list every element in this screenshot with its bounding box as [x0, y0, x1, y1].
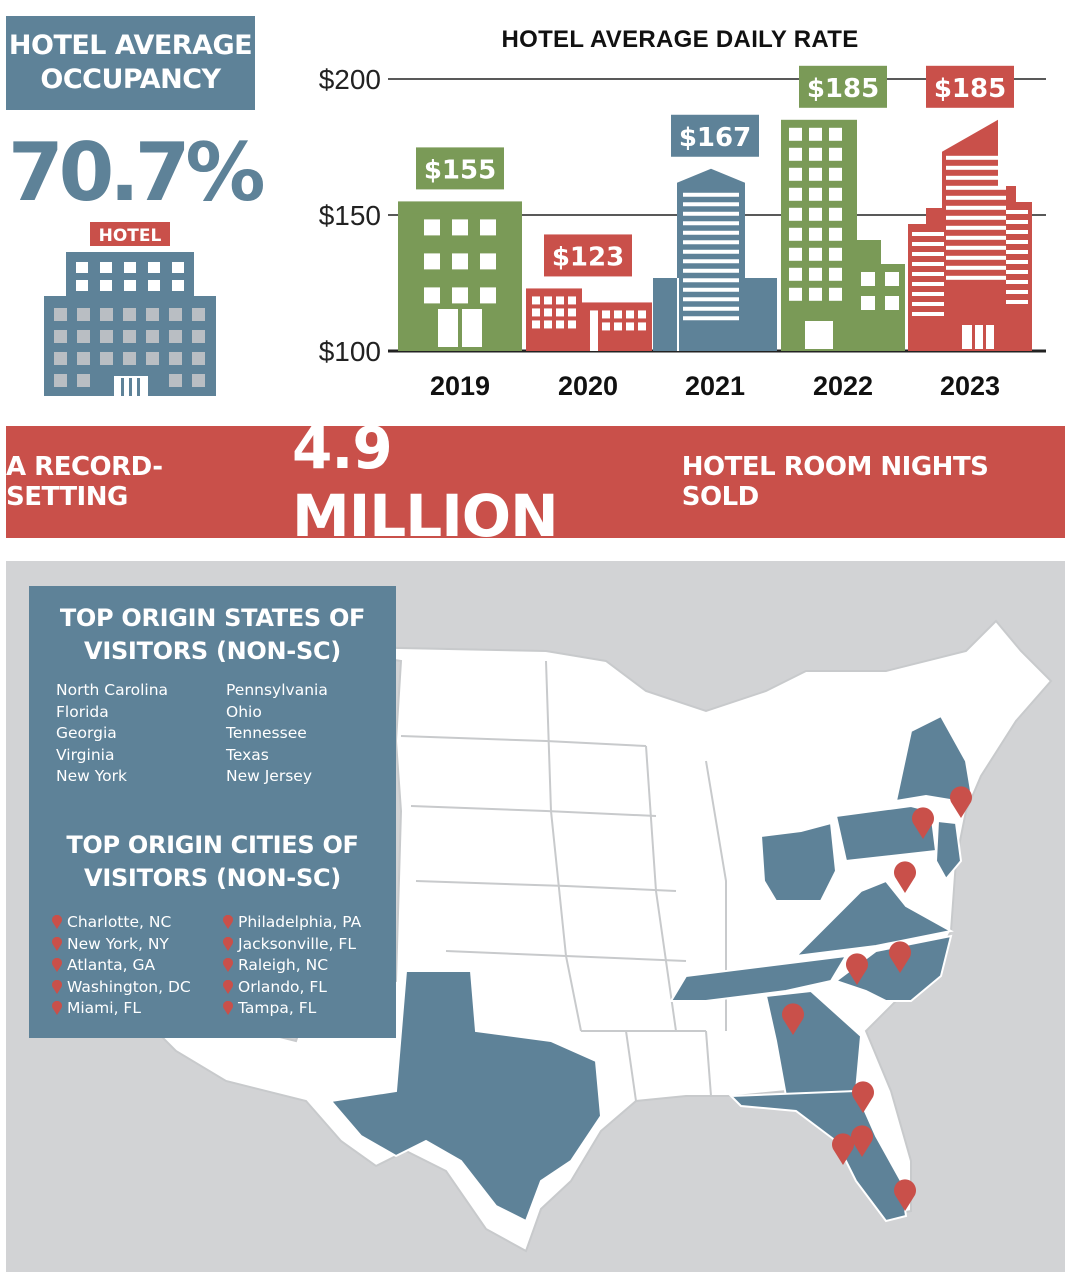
occupancy-title-line2: OCCUPANCY: [40, 64, 221, 95]
value-label: $123: [544, 234, 632, 277]
value-label-text: $167: [679, 123, 751, 153]
value-label: $167: [671, 114, 759, 157]
y-tick-label: $200: [319, 64, 381, 95]
y-tick-label: $150: [319, 200, 381, 231]
cities-list-right: Philadelphia, PA Jacksonville, FL Raleig…: [222, 912, 361, 1020]
city-item: New York, NY: [51, 934, 191, 956]
value-label-text: $155: [424, 155, 496, 185]
us-map: [153, 619, 1053, 1253]
states-list-right: Pennsylvania Ohio Tennessee Texas New Je…: [226, 680, 328, 788]
map-pin-icon: [52, 979, 62, 994]
record-banner: A RECORD-SETTING 4.9 MILLION HOTEL ROOM …: [6, 414, 1065, 550]
states-list-left: North Carolina Florida Georgia Virginia …: [56, 680, 168, 788]
map-pin-icon: [52, 915, 62, 929]
banner-suffix: HOTEL ROOM NIGHTS SOLD: [681, 452, 989, 512]
bar-2019: [398, 201, 522, 351]
state-north-carolina: [833, 934, 953, 1002]
map-pin-icon: [912, 807, 935, 839]
cities-heading-line1: TOP ORIGIN CITIES OF: [66, 831, 359, 859]
states-heading-line1: TOP ORIGIN STATES OF: [59, 604, 366, 632]
value-label-text: $185: [934, 74, 1006, 104]
state-item: Florida: [56, 702, 109, 721]
city-item: Miami, FL: [51, 998, 191, 1020]
bar-2020: [526, 288, 652, 351]
map-pin-icon: [223, 979, 233, 994]
state-item: New Jersey: [226, 767, 312, 785]
banner-prefix: A RECORD-SETTING: [6, 452, 163, 512]
map-pin-icon: [223, 958, 233, 972]
map-pin-icon: [889, 941, 911, 973]
city-item: Tampa, FL: [222, 998, 361, 1020]
state-item: Georgia: [56, 724, 117, 742]
map-pin-icon: [782, 1003, 804, 1035]
state-ohio: [759, 821, 838, 902]
state-florida: [728, 1089, 908, 1223]
city-item: Philadelphia, PA: [222, 912, 361, 934]
state-item: Tennessee: [226, 724, 307, 742]
state-new-york: [894, 714, 973, 803]
map-pin-icon: [831, 1133, 854, 1165]
x-tick-label: 2019: [430, 371, 490, 401]
map-pin-icon: [949, 786, 972, 818]
banner-highlight: 4.9 MILLION: [291, 414, 559, 550]
city-item: Orlando, FL: [222, 977, 361, 999]
occupancy-title-box: HOTEL AVERAGE OCCUPANCY: [6, 16, 255, 110]
value-label: $155: [416, 147, 504, 190]
city-item: Washington, DC: [51, 977, 191, 999]
cities-list-left: Charlotte, NC New York, NY Atlanta, GA W…: [51, 912, 191, 1020]
value-label-text: $123: [552, 242, 624, 272]
bar-2023: [908, 119, 1032, 351]
x-tick-label: 2021: [685, 371, 745, 401]
map-pin-icon: [851, 1125, 873, 1157]
map-pin-icon: [223, 936, 233, 951]
map-pin-icon: [52, 936, 62, 951]
map-pin-icon: [894, 1179, 916, 1211]
hotel-building-icon: HOTEL: [44, 222, 216, 396]
map-pin-icon: [52, 1001, 62, 1015]
city-item: Atlanta, GA: [51, 955, 191, 977]
map-pin-icon: [894, 861, 916, 893]
state-texas: [329, 970, 603, 1223]
states-heading: TOP ORIGIN STATES OF VISITORS (NON-SC): [29, 602, 396, 668]
x-tick-label: 2022: [813, 371, 873, 401]
state-item: New York: [56, 767, 127, 785]
chart-title: HOTEL AVERAGE DAILY RATE: [501, 26, 859, 53]
origins-info-box: TOP ORIGIN STATES OF VISITORS (NON-SC) N…: [29, 586, 396, 1038]
y-tick-label: $100: [319, 336, 381, 367]
map-pin-icon: [845, 953, 868, 985]
map-pin-icon: [52, 958, 62, 972]
states-heading-line2: VISITORS (NON-SC): [84, 637, 341, 665]
state-tennessee: [669, 954, 848, 1002]
bar-2021: [653, 168, 777, 351]
x-tick-label: 2020: [558, 371, 618, 401]
occupancy-title-line1: HOTEL AVERAGE: [8, 30, 253, 61]
state-virginia: [793, 879, 954, 958]
city-item: Jacksonville, FL: [222, 934, 361, 956]
bar-2022: [781, 119, 905, 351]
state-item: Ohio: [226, 702, 262, 721]
city-item: Raleigh, NC: [222, 955, 361, 977]
state-new-jersey: [934, 819, 963, 881]
state-item: Pennsylvania: [226, 681, 328, 699]
cities-heading: TOP ORIGIN CITIES OF VISITORS (NON-SC): [29, 829, 396, 895]
state-item: Virginia: [56, 745, 115, 764]
city-item: Charlotte, NC: [51, 912, 191, 934]
map-pin-icon: [223, 1001, 233, 1015]
hotel-sign-text: HOTEL: [99, 226, 162, 246]
state-item: Texas: [226, 745, 269, 764]
cities-heading-line2: VISITORS (NON-SC): [84, 864, 341, 892]
map-pin-icon: [223, 915, 233, 929]
value-label: $185: [799, 65, 887, 108]
x-tick-label: 2023: [940, 371, 1000, 401]
occupancy-value: 70.7%: [8, 126, 266, 219]
state-pennsylvania: [834, 804, 938, 863]
state-item: North Carolina: [56, 681, 169, 699]
map-pin-icon: [852, 1081, 874, 1113]
value-label: $185: [926, 65, 1014, 108]
daily-rate-chart: $155 $123 $167 $185 $185 $100 $150 $200 2019 202…: [319, 64, 1046, 401]
value-label-text: $185: [807, 74, 879, 104]
